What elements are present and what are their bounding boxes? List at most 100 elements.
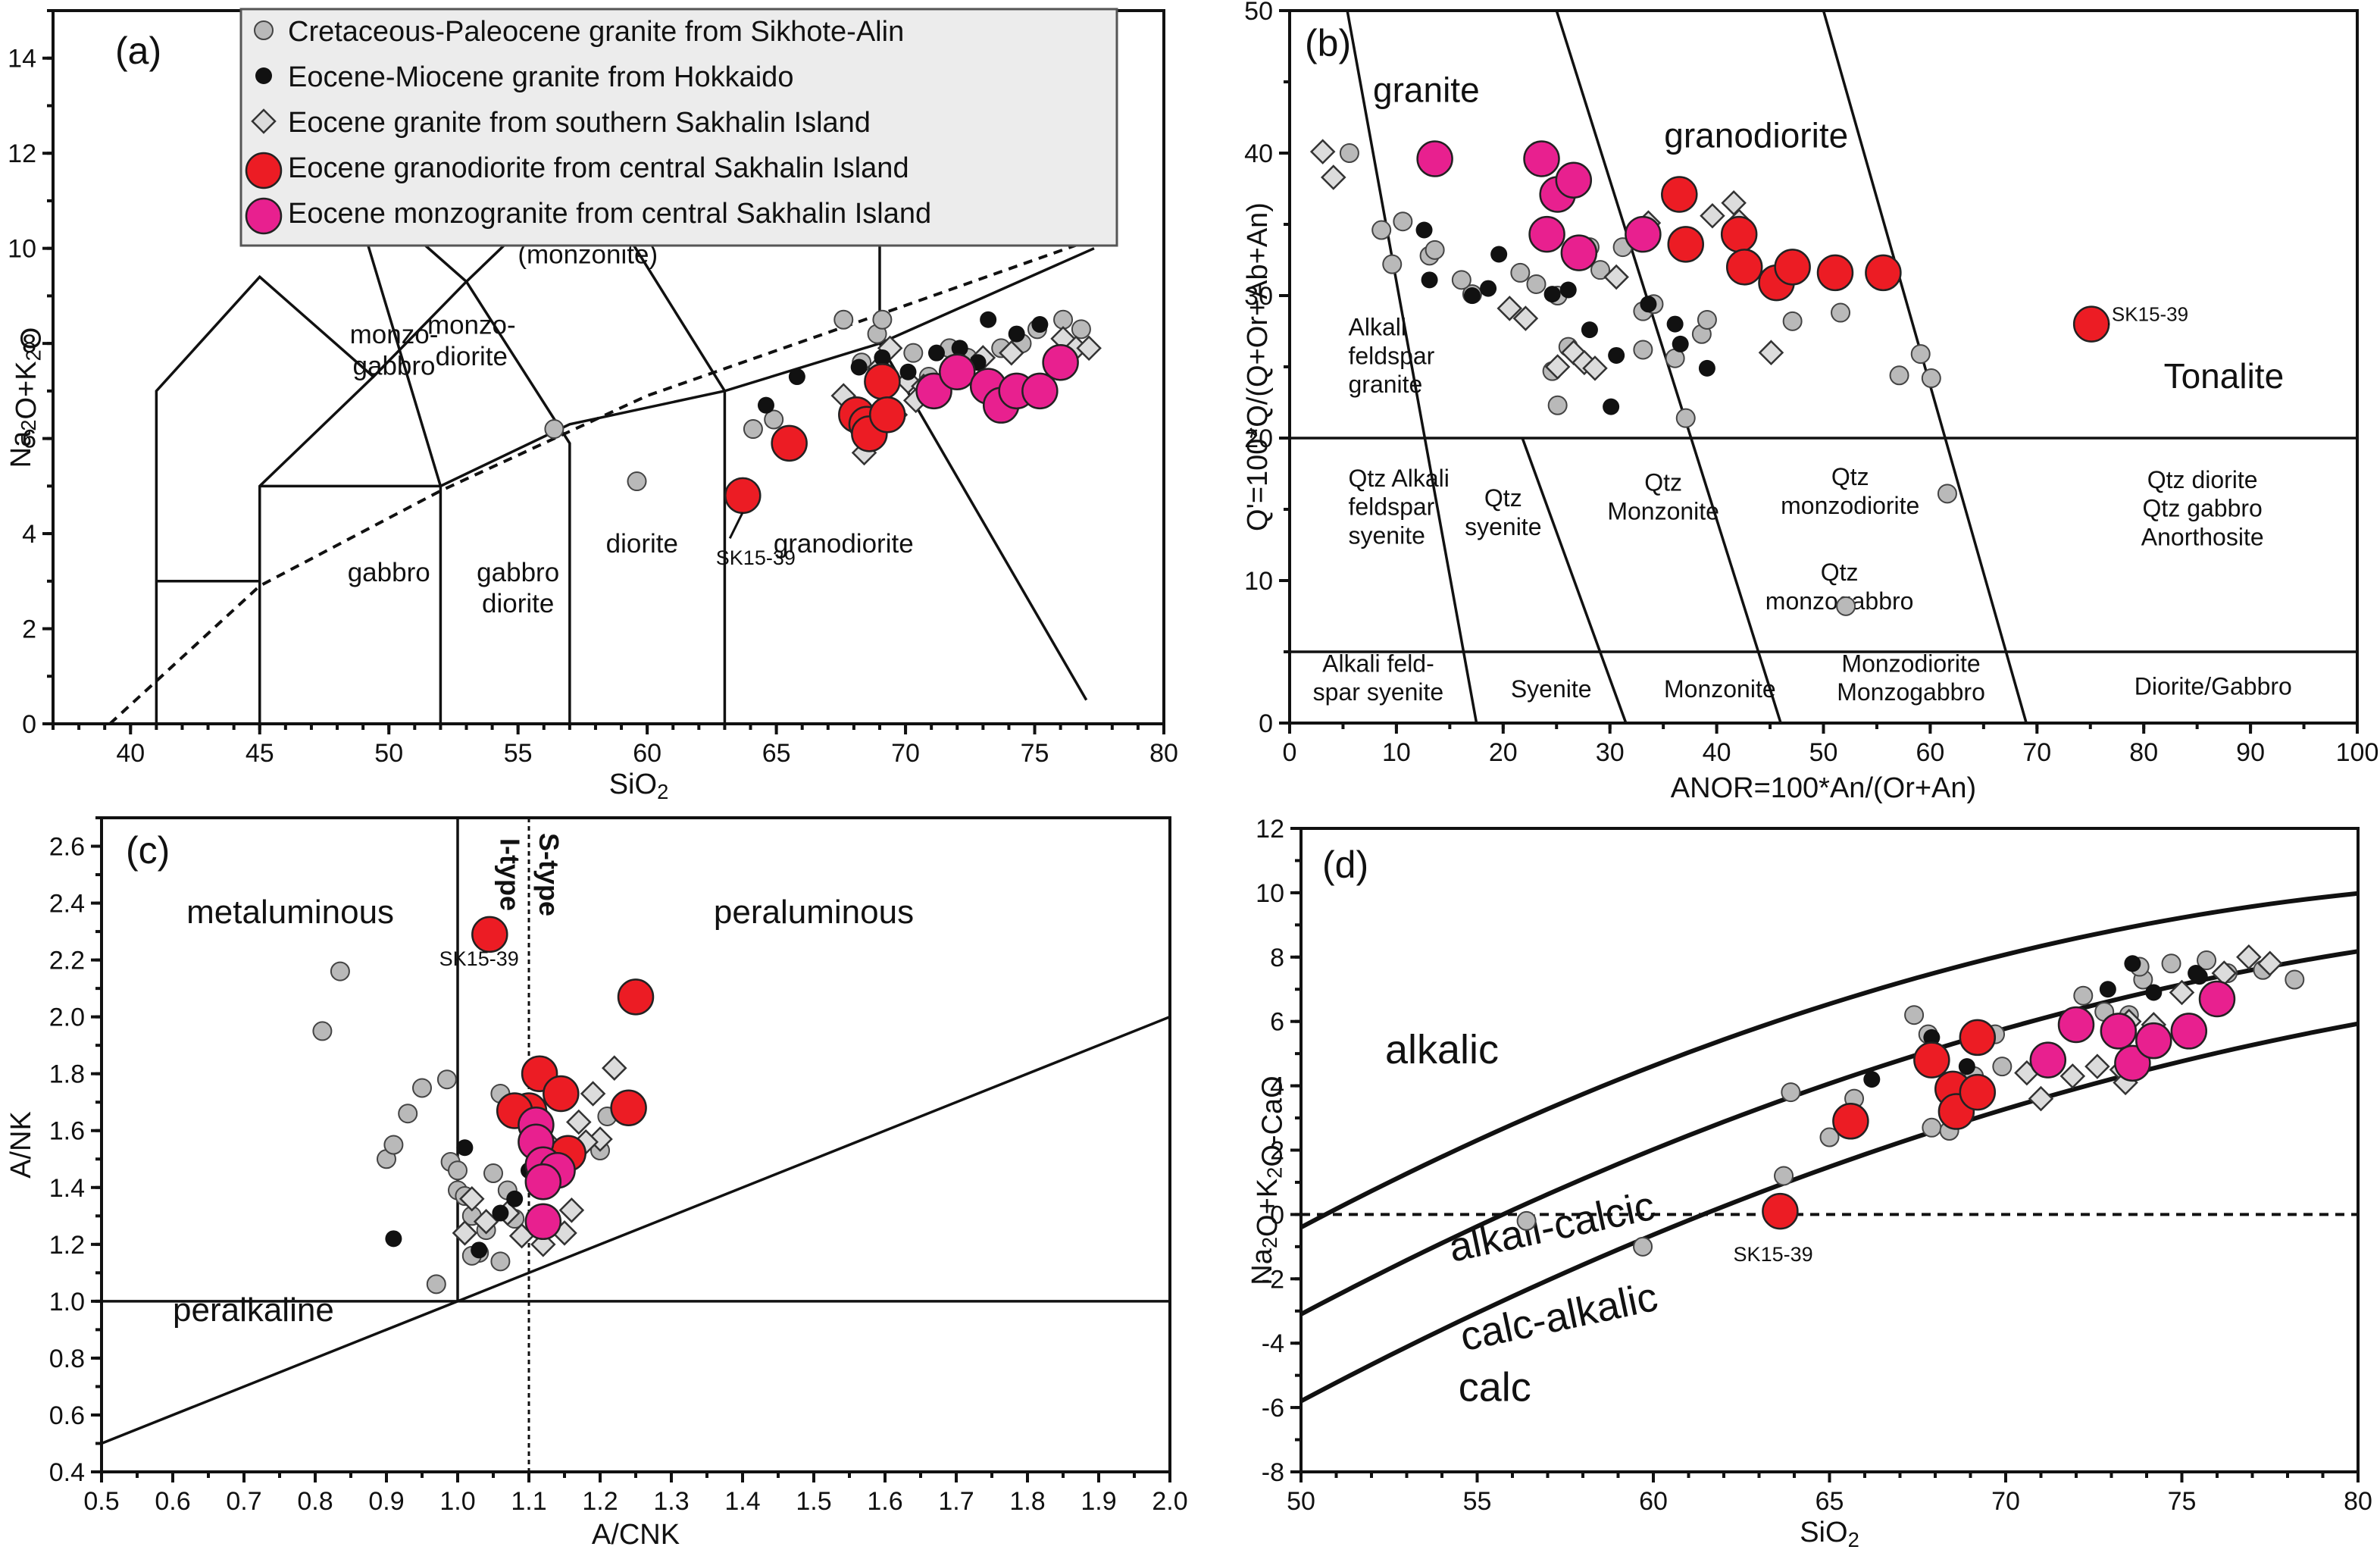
y-tick-label: -4 bbox=[1262, 1329, 1284, 1358]
point-sakhalin_south bbox=[1582, 355, 1608, 381]
x-tick-label: 50 bbox=[1809, 738, 1838, 767]
field-monzonite: Monzonite bbox=[1664, 675, 1776, 703]
y-tick-label: 1.4 bbox=[49, 1174, 85, 1203]
point-cretaceous bbox=[627, 471, 647, 492]
point-sakhalin_south bbox=[1603, 264, 1629, 290]
point-cretaceous bbox=[426, 1274, 446, 1295]
point-monzogranite bbox=[1021, 372, 1059, 410]
point-sakhalin_south bbox=[251, 108, 277, 134]
point-granodiorite bbox=[1725, 249, 1763, 286]
point-granodiorite bbox=[1816, 254, 1854, 292]
field-boundary bbox=[101, 1016, 1171, 1445]
point-cretaceous bbox=[1921, 368, 1941, 389]
point-granodiorite bbox=[2072, 305, 2110, 343]
point-cretaceous bbox=[1526, 274, 1547, 294]
point-monzogranite bbox=[2100, 1013, 2138, 1050]
field-qtz-alkali-feldspar-syenite: Qtz Alkali feldspar syenite bbox=[1348, 465, 1449, 549]
point-monzogranite bbox=[2057, 1006, 2095, 1044]
point-granodiorite bbox=[1913, 1041, 1950, 1079]
x-tick-label: 60 bbox=[1639, 1487, 1668, 1516]
point-granodiorite bbox=[610, 1089, 647, 1126]
panel-label: (c) bbox=[126, 829, 170, 872]
x-tick-label: 75 bbox=[2168, 1487, 2197, 1516]
point-eocene_miocene bbox=[2124, 955, 2141, 972]
point-eocene_miocene bbox=[927, 344, 945, 362]
point-eocene_miocene bbox=[1421, 271, 1438, 289]
x-tick-label: 65 bbox=[1815, 1487, 1844, 1516]
point-monzogranite bbox=[245, 197, 283, 235]
point-sakhalin_south bbox=[602, 1055, 627, 1081]
x-tick-label: 75 bbox=[1021, 739, 1049, 768]
y-tick-label: 50 bbox=[1244, 0, 1273, 26]
x-tick-label: 2.0 bbox=[1152, 1487, 1187, 1516]
point-eocene_miocene bbox=[492, 1204, 509, 1222]
x-tick-label: 1.5 bbox=[796, 1487, 831, 1516]
point-eocene_miocene bbox=[255, 67, 272, 84]
x-tick-label: 100 bbox=[2336, 738, 2379, 767]
field-monzogabbro: monzo-gabbro bbox=[350, 320, 439, 380]
point-cretaceous bbox=[1633, 340, 1653, 360]
x-tick-label: 0.5 bbox=[83, 1487, 119, 1516]
y-tick-label: 8 bbox=[22, 330, 36, 358]
point-sakhalin_south bbox=[1496, 296, 1523, 321]
x-axis-label: SiO2 bbox=[609, 769, 669, 803]
field-calc-alkalic: calc-alkalic bbox=[1456, 1274, 1662, 1360]
y-tick-label: 1.6 bbox=[49, 1117, 85, 1146]
point-granodiorite bbox=[771, 424, 808, 462]
field-gabbro-diorite: gabbro diorite bbox=[477, 558, 559, 618]
annotation-sk15-39: SK15-39 bbox=[716, 546, 796, 569]
legend-item-label: Cretaceous-Paleocene granite from Sikhot… bbox=[288, 16, 904, 48]
point-eocene_miocene bbox=[788, 368, 805, 386]
x-axis-label: SiO2 bbox=[1800, 1517, 1859, 1551]
point-eocene_miocene bbox=[899, 363, 917, 380]
y-tick-label: 10 bbox=[1244, 567, 1273, 596]
point-cretaceous bbox=[1774, 1166, 1794, 1186]
x-tick-label: 0.6 bbox=[155, 1487, 190, 1516]
x-tick-label: 40 bbox=[1703, 738, 1731, 767]
y-tick-label: 4 bbox=[22, 520, 36, 549]
y-tick-label: 2.2 bbox=[49, 947, 85, 975]
point-cretaceous bbox=[312, 1021, 333, 1041]
point-cretaceous bbox=[1071, 319, 1091, 340]
point-sakhalin_south bbox=[1512, 305, 1539, 331]
field-alkali-calcic: alkali-calcic bbox=[1445, 1183, 1659, 1271]
point-eocene_miocene bbox=[951, 340, 968, 357]
x-tick-label: 55 bbox=[504, 739, 533, 768]
point-cretaceous bbox=[1992, 1057, 2013, 1077]
point-cretaceous bbox=[2197, 950, 2217, 971]
point-monzogranite bbox=[2029, 1041, 2067, 1079]
field-diorite-gabbro: Diorite/Gabbro bbox=[2134, 672, 2292, 700]
field-calc: calc bbox=[1459, 1365, 1531, 1410]
curve-calc-alkalic bbox=[1299, 1021, 2359, 1404]
point-cretaceous bbox=[1937, 484, 1957, 504]
panel-b: 0 10 20 30 40 50 60 70 80 90 100 0 10 20 30 40 50 granite… bbox=[1242, 0, 2378, 804]
point-granodiorite bbox=[868, 396, 906, 434]
x-tick-label: 0 bbox=[1283, 738, 1297, 767]
field-boundary bbox=[259, 247, 1095, 488]
point-cretaceous bbox=[1910, 344, 1931, 365]
y-tick-label: 10 bbox=[1256, 879, 1284, 908]
point-cretaceous bbox=[1697, 309, 1717, 330]
point-cretaceous bbox=[544, 419, 565, 440]
point-eocene_miocene bbox=[1603, 398, 1620, 415]
field-qtz-diorite: Qtz diorite Qtz gabbro Anorthosite bbox=[2141, 466, 2264, 551]
point-eocene_miocene bbox=[456, 1139, 474, 1157]
x-tick-label: 90 bbox=[2236, 738, 2265, 767]
point-cretaceous bbox=[383, 1135, 404, 1155]
y-tick-label: 2.6 bbox=[49, 833, 85, 862]
point-eocene_miocene bbox=[1031, 316, 1049, 333]
point-granodiorite bbox=[1661, 176, 1698, 213]
point-eocene_miocene bbox=[1008, 325, 1025, 343]
x-tick-label: 1.0 bbox=[439, 1487, 475, 1516]
y-tick-label: 12 bbox=[1256, 815, 1284, 844]
point-eocene_miocene bbox=[1672, 335, 1689, 352]
point-sakhalin_south bbox=[1076, 335, 1102, 362]
point-eocene_miocene bbox=[1640, 296, 1657, 313]
point-eocene_miocene bbox=[1923, 1028, 1941, 1046]
point-sakhalin_south bbox=[1700, 202, 1725, 229]
field-metaluminous: metaluminous bbox=[186, 894, 394, 931]
x-tick-label: 40 bbox=[116, 739, 145, 768]
y-tick-label: 2 bbox=[1270, 1137, 1284, 1166]
point-eocene_miocene bbox=[506, 1190, 524, 1207]
curve-alkalic bbox=[1299, 891, 2359, 1230]
